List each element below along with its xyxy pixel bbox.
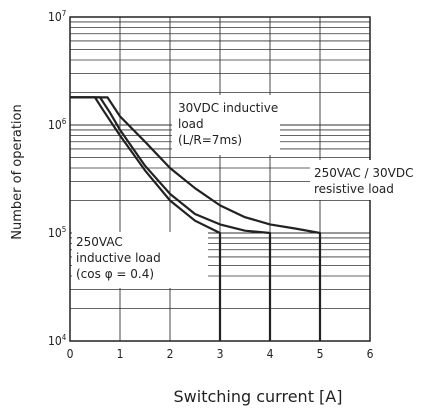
y-tick-label: 105: [48, 225, 66, 240]
series-lines: [70, 96, 322, 341]
x-tick-label: 3: [217, 347, 224, 361]
annotation-line: inductive load: [76, 251, 161, 265]
annotation-box: [310, 160, 418, 200]
x-tick-label: 1: [117, 347, 124, 361]
x-tick-labels: 0 1 2 3 4 5 6: [67, 347, 374, 361]
y-tick-label: 106: [48, 117, 67, 132]
annotation-line: 250VAC / 30VDC: [314, 166, 414, 180]
y-tick-label: 104: [48, 333, 67, 348]
y-axis-label: Number of operation: [10, 104, 25, 239]
annotation-30vdc-inductive: 30VDC inductive load (L/R=7ms): [172, 95, 280, 155]
annotation-250vac-inductive: 250VAC inductive load (cos φ = 0.4): [72, 232, 208, 288]
annotation-line: 30VDC inductive: [178, 101, 278, 115]
annotation-line: (cos φ = 0.4): [76, 267, 154, 281]
x-tick-label: 4: [267, 347, 274, 361]
annotation-box: [172, 95, 280, 155]
x-tick-label: 0: [67, 347, 74, 361]
series-line-3: [70, 96, 272, 341]
x-tick-label: 6: [367, 347, 374, 361]
x-tick-label: 5: [317, 347, 324, 361]
annotation-line: load: [178, 117, 204, 131]
annotation-box: [72, 232, 208, 288]
y-tick-label: 107: [48, 9, 66, 24]
x-axis-label: Switching current [A]: [174, 387, 343, 406]
x-tick-label: 2: [167, 347, 174, 361]
y-tick-labels: 104 105 106 107: [48, 9, 67, 348]
annotation-line: 250VAC: [76, 235, 123, 249]
series-line-1: [70, 96, 222, 341]
annotation-resistive: 250VAC / 30VDC resistive load: [310, 160, 418, 200]
series-line-2: [70, 96, 322, 341]
annotation-line: resistive load: [314, 182, 394, 196]
annotation-line: (L/R=7ms): [178, 133, 242, 147]
